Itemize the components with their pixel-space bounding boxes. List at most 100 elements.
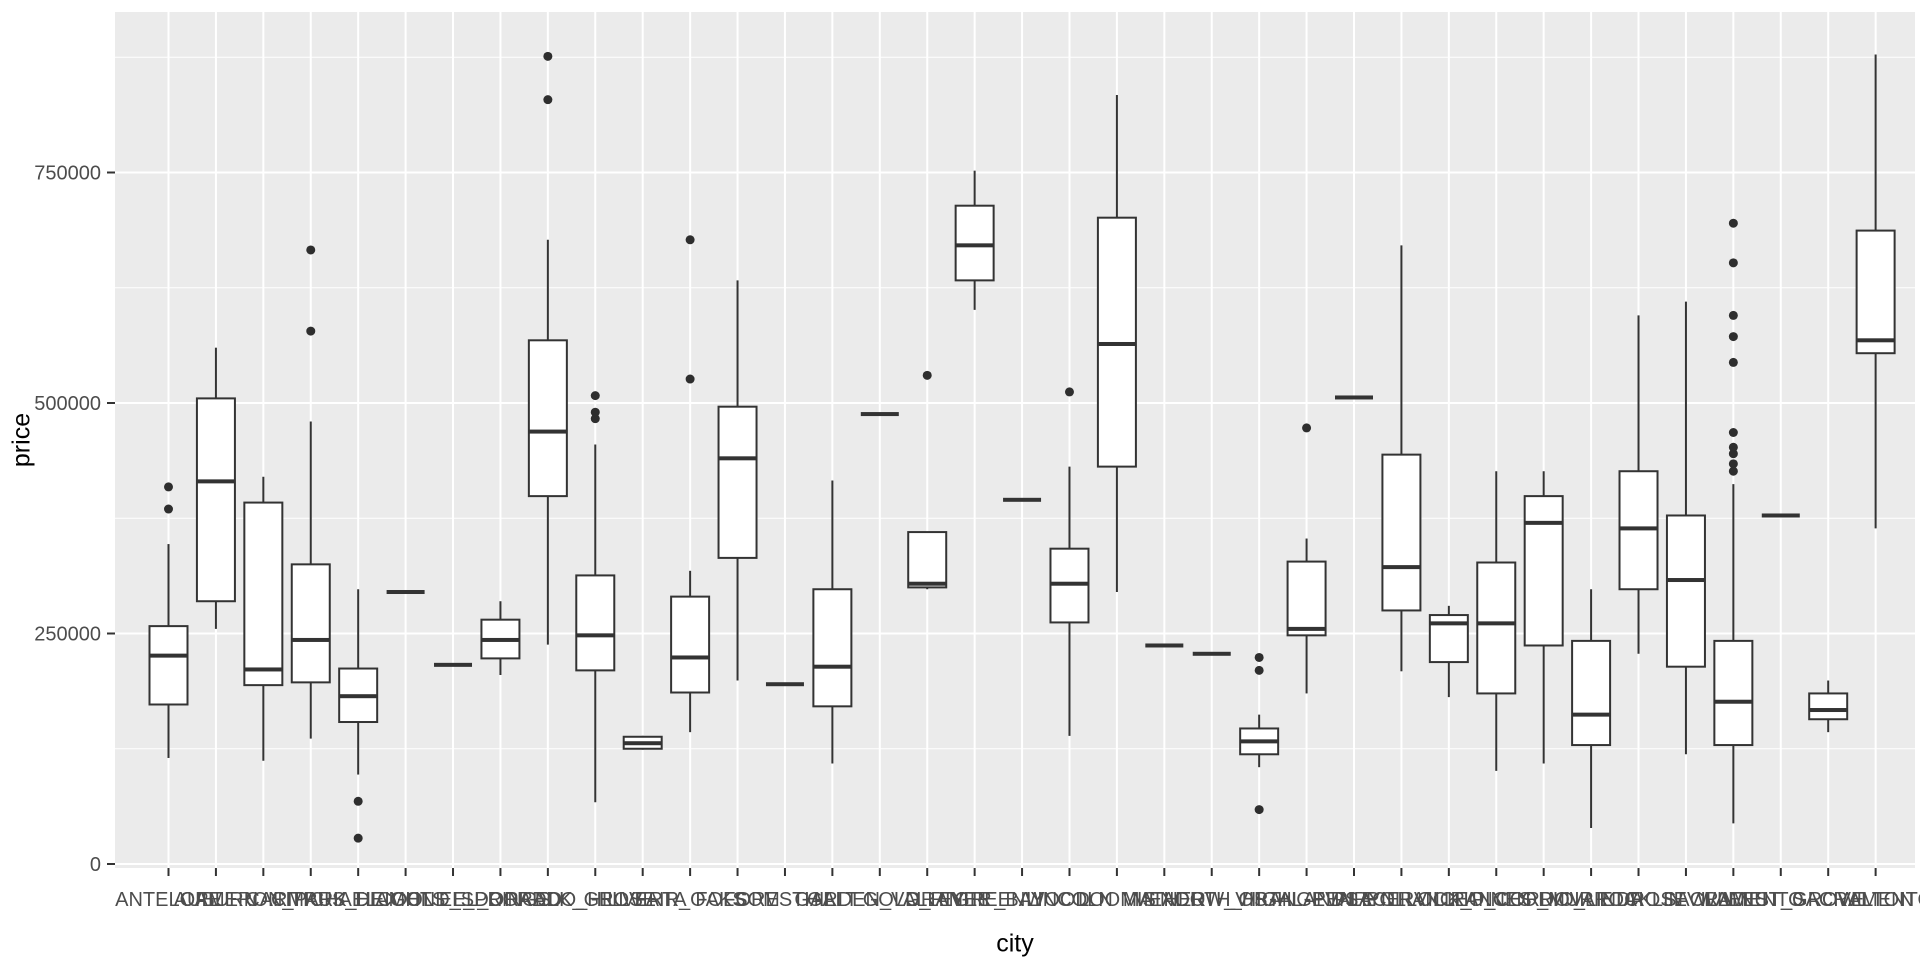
- x-tick-label: ELK_GROVE: [535, 889, 656, 911]
- median-CITRUS_HEIGHTS: [339, 694, 378, 699]
- x-tick-label: POLLOCK_PINES: [1366, 889, 1532, 911]
- median-LOOMIS: [1097, 341, 1136, 346]
- median-POLLOCK_PINES: [1429, 621, 1468, 626]
- outlier-ORANGEVALE: [1302, 423, 1312, 433]
- box-RANCHO_MURIETA: [1523, 495, 1564, 647]
- x-tick-label: ORANGEVALE: [1238, 889, 1374, 911]
- median-PENRYN: [1335, 395, 1373, 400]
- median-GARDEN_VALLEY: [860, 412, 899, 417]
- x-tick-label: GARDEN_VALLEY: [794, 889, 965, 911]
- outlier-FAIR_OAKS: [685, 235, 695, 245]
- x-tick-label: FORESTHILL: [723, 889, 846, 911]
- x-tick-label: PENRYN: [1313, 889, 1396, 911]
- median-MATHER: [1145, 643, 1184, 648]
- x-tick-label: ANTELOPE: [115, 889, 222, 911]
- box-FOLSOM: [717, 405, 758, 559]
- x-tick-label: ROSEVILLE: [1630, 889, 1741, 911]
- x-tick-label: ROCKLIN: [1594, 889, 1683, 911]
- box-AUBURN: [195, 397, 236, 603]
- x-tick-label: GALT: [807, 889, 858, 911]
- box-GOLD_RIVER: [907, 531, 948, 589]
- median-FORESTHILL: [765, 682, 804, 687]
- median-CARMICHAEL: [291, 637, 330, 642]
- median-EL_DORADO: [481, 637, 520, 642]
- outlier-CARMICHAEL: [306, 245, 316, 255]
- median-CAMERON_PARK: [244, 667, 283, 672]
- x-tick-label: GREENWOOD: [954, 889, 1090, 911]
- panel-background: [115, 12, 1915, 868]
- outlier-SACRAMENTO: [1728, 218, 1738, 228]
- box-RIO_LINDA: [1571, 639, 1612, 747]
- box-WEST_SACRAMENTO: [1808, 692, 1849, 721]
- median-GALT: [813, 664, 852, 669]
- y-tick-label: 500000: [34, 393, 101, 415]
- box-CARMICHAEL: [290, 563, 331, 684]
- median-MEADOW_VISTA: [1192, 651, 1231, 656]
- median-NORTH_HIGHLANDS: [1240, 739, 1279, 744]
- box-RANCHO_CORDOVA: [1476, 561, 1517, 695]
- x-tick-label: EL_DORADO: [439, 889, 562, 911]
- median-COOL: [386, 590, 425, 595]
- x-tick-label: ELVERTA: [599, 889, 687, 911]
- x-tick-label: RANCHO_CORDOVA: [1398, 889, 1596, 911]
- outlier-SACRAMENTO: [1728, 466, 1738, 476]
- x-tick-label: WALNUT_GROVE: [1697, 889, 1864, 911]
- median-LINCOLN: [1050, 581, 1089, 586]
- box-EL_DORADO_HILLS: [527, 339, 568, 498]
- outlier-CITRUS_HEIGHTS: [353, 796, 363, 806]
- outlier-SACRAMENTO: [1728, 258, 1738, 268]
- box-PLACERVILLE: [1381, 453, 1422, 612]
- x-tick-label: GOLD_RIVER: [863, 889, 992, 911]
- box-GRANITE_BAY: [954, 204, 995, 282]
- outlier-EL_DORADO_HILLS: [543, 95, 553, 105]
- x-tick-label: CITRUS_HEIGHTS: [271, 889, 445, 911]
- box-FAIR_OAKS: [670, 595, 711, 694]
- median-ORANGEVALE: [1287, 626, 1326, 631]
- x-tick-label: CARMICHAEL: [245, 889, 376, 911]
- outlier-ELK_GROVE: [590, 407, 600, 417]
- outlier-NORTH_HIGHLANDS: [1254, 652, 1264, 662]
- median-GOLD_RIVER: [908, 581, 947, 586]
- median-ELK_GROVE: [576, 633, 615, 638]
- outlier-CITRUS_HEIGHTS: [353, 833, 363, 843]
- outlier-GOLD_RIVER: [922, 370, 932, 380]
- x-tick-label: CAMERON_PARK: [180, 889, 347, 911]
- median-ELVERTA: [623, 741, 662, 746]
- x-tick-label: EL_DORADO_HILLS: [453, 889, 643, 911]
- outlier-LINCOLN: [1064, 387, 1074, 397]
- outlier-NORTH_HIGHLANDS: [1254, 805, 1264, 815]
- x-tick-label: DIAMOND_SPRINGS: [355, 889, 551, 911]
- x-tick-label: RIO_LINDA: [1538, 889, 1644, 911]
- outlier-ELK_GROVE: [590, 414, 600, 424]
- outlier-ELK_GROVE: [590, 391, 600, 401]
- outlier-CARMICHAEL: [306, 326, 316, 336]
- outlier-SACRAMENTO: [1728, 357, 1738, 367]
- median-ROCKLIN: [1619, 526, 1658, 531]
- x-tick-label: FOLSOM: [695, 889, 779, 911]
- median-ROSEVILLE: [1666, 578, 1705, 583]
- median-RANCHO_MURIETA: [1524, 520, 1563, 525]
- x-tick-label: FAIR_OAKS: [635, 889, 746, 911]
- outlier-SACRAMENTO: [1728, 449, 1738, 459]
- median-AUBURN: [196, 479, 235, 484]
- y-tick-label: 750000: [34, 163, 101, 185]
- median-GRANITE_BAY: [955, 243, 994, 248]
- y-tick-label: 250000: [34, 624, 101, 646]
- median-WALNUT_GROVE: [1761, 513, 1800, 518]
- x-tick-label: WEST_SACRAMENTO: [1723, 889, 1920, 911]
- y-axis-title: price: [7, 412, 36, 468]
- box-ANTELOPE: [148, 625, 189, 706]
- outlier-EL_DORADO_HILLS: [543, 51, 553, 61]
- box-ORANGEVALE: [1286, 560, 1327, 637]
- x-tick-label: MATHER: [1123, 889, 1206, 911]
- outlier-ANTELOPE: [164, 504, 173, 514]
- median-FAIR_OAKS: [671, 655, 710, 660]
- box-ELK_GROVE: [575, 574, 616, 672]
- box-GALT: [812, 588, 853, 708]
- outlier-ANTELOPE: [164, 482, 173, 492]
- median-EL_DORADO_HILLS: [528, 429, 567, 434]
- outlier-FAIR_OAKS: [685, 374, 695, 384]
- median-SACRAMENTO: [1714, 699, 1753, 704]
